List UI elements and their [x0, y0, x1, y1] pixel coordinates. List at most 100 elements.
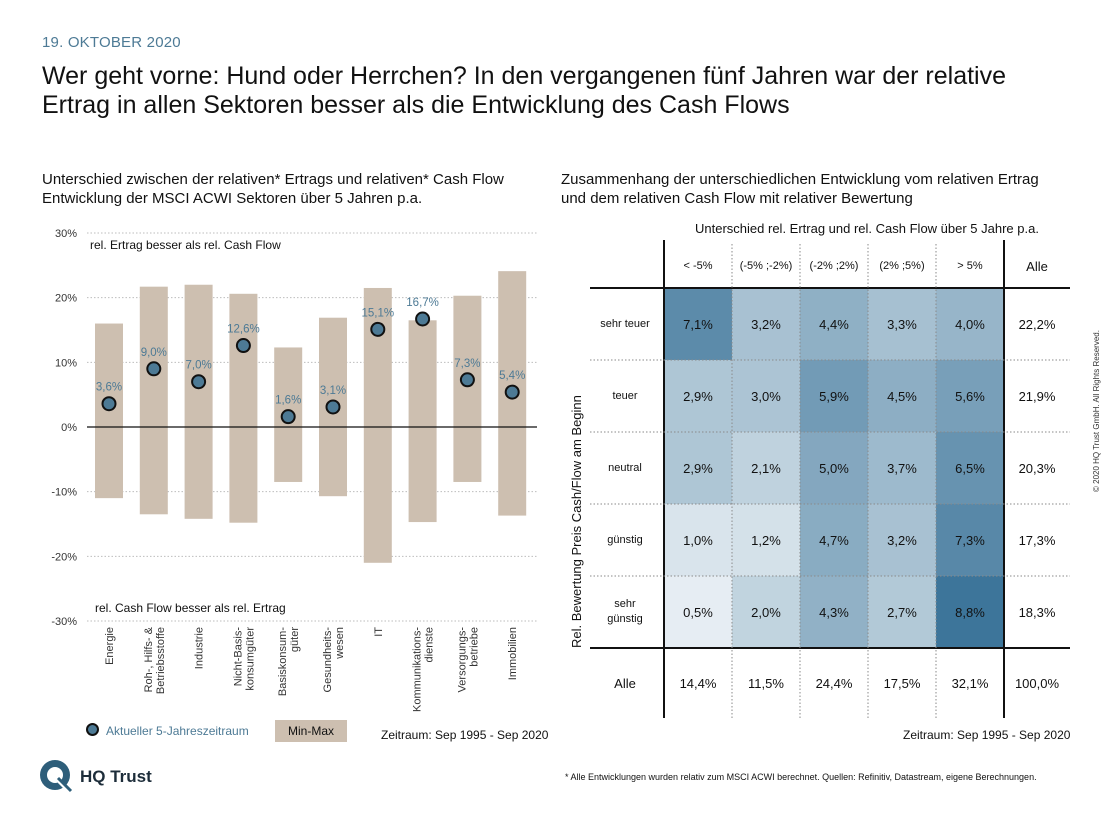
- point-value-label: 15,1%: [361, 307, 394, 319]
- heatmap-cell: 4,7%: [800, 504, 868, 576]
- page-title: Wer geht vorne: Hund oder Herrchen? In d…: [42, 62, 1007, 119]
- heatmap-cell: 2,1%: [732, 432, 800, 504]
- column-header: > 5%: [957, 260, 983, 272]
- heatmap-cell: 3,2%: [732, 288, 800, 360]
- column-header: (2% ;5%): [879, 260, 925, 272]
- range-chart-bars: [95, 271, 527, 563]
- x-tick-line: Basiskonsum-: [277, 627, 289, 696]
- current-point: [415, 311, 431, 327]
- column-total-cell: 11,5%: [748, 675, 784, 691]
- y-tick-label: -30%: [51, 616, 77, 628]
- heatmap-cell: 4,0%: [936, 288, 1004, 360]
- point-value-label: 7,0%: [185, 360, 211, 372]
- range-bar: [184, 284, 213, 519]
- current-point: [191, 374, 207, 390]
- column-total-cell: 32,1%: [951, 675, 989, 691]
- current-point: [146, 361, 162, 377]
- heatmap-cell: 7,3%: [936, 504, 1004, 576]
- copyright-text: © 2020 HQ Trust GmbH. All Rights Reserve…: [1092, 330, 1101, 492]
- column-header: (-2% ;2%): [809, 260, 859, 272]
- heatmap-cell: 2,0%: [732, 576, 800, 648]
- heatmap-cell: 2,9%: [664, 432, 732, 504]
- x-tick-label: Industrie: [194, 627, 206, 669]
- row-label: neutral: [608, 461, 642, 474]
- current-point: [101, 396, 117, 412]
- current-point: [280, 409, 296, 425]
- y-tick-label: -20%: [51, 551, 77, 563]
- left-period: Zeitraum: Sep 1995 - Sep 2020: [381, 728, 549, 742]
- row-total-cell: 22,2%: [1018, 316, 1056, 332]
- column-header: (-5% ;-2%): [739, 260, 793, 272]
- row-total-cell: 21,9%: [1018, 388, 1056, 404]
- x-tick-line: Roh-, Hilfs- &: [143, 626, 155, 692]
- current-point: [504, 384, 520, 400]
- point-value-label: 16,7%: [406, 297, 439, 309]
- hq-trust-logo-text: HQ Trust: [80, 767, 152, 786]
- x-tick-line: Gesundheits-: [322, 627, 334, 693]
- x-tick-label: Immobilien: [507, 627, 519, 680]
- heatmap-cell: 4,5%: [868, 360, 936, 432]
- legend-current-label: Aktueller 5-Jahreszeitraum: [106, 724, 249, 738]
- top-note: rel. Ertrag besser als rel. Cash Flow: [90, 238, 281, 252]
- left-chart-subtitle: Unterschied zwischen der relativen* Ertr…: [42, 171, 504, 207]
- totals-row-label: Alle: [614, 675, 636, 691]
- current-point: [235, 338, 251, 354]
- footnote: * Alle Entwicklungen wurden relativ zum …: [565, 772, 1037, 782]
- x-tick-line: IT: [373, 627, 385, 637]
- row-label: günstig: [607, 533, 643, 546]
- x-tick-line: Betriebsstoffe: [155, 627, 167, 694]
- heatmap-cell: 2,7%: [868, 576, 936, 648]
- heatmap-cell: 4,3%: [800, 576, 868, 648]
- x-tick-label: Kommunikations-dienste: [412, 627, 436, 712]
- heatmap-cell: 5,6%: [936, 360, 1004, 432]
- hq-trust-logo-icon: [40, 760, 73, 793]
- range-bar: [229, 293, 258, 523]
- range-bar: [139, 286, 168, 515]
- heatmap-cell: 0,5%: [664, 576, 732, 648]
- x-tick-line: Energie: [104, 627, 116, 665]
- heatmap-cell: 2,9%: [664, 360, 732, 432]
- current-point: [370, 321, 386, 337]
- x-tick-line: betriebe: [468, 627, 480, 667]
- x-tick-label: Nicht-Basis-konsumgüter: [232, 627, 256, 691]
- range-chart-x-ticks: Energie Roh-, Hilfs- & Betriebsstoffe Indus…: [104, 626, 519, 712]
- heatmap-y-axis-title-anchor: Rel. Bewertung Preis Cash/Flow am Beginn: [569, 395, 587, 666]
- copyright-anchor: © 2020 HQ Trust GmbH. All Rights Reserve…: [1092, 330, 1102, 502]
- heatmap-cell: 5,9%: [800, 360, 868, 432]
- point-value-label: 12,6%: [227, 324, 260, 336]
- row-label: sehr teuer: [600, 317, 650, 330]
- x-tick-line: Nicht-Basis-: [232, 627, 244, 687]
- x-tick-line: güter: [289, 627, 301, 652]
- heatmap-y-axis-title: Rel. Bewertung Preis Cash/Flow am Beginn: [569, 395, 584, 648]
- column-header: Alle: [1026, 258, 1048, 274]
- x-tick-line: Immobilien: [507, 627, 519, 680]
- column-total-cell: 24,4%: [815, 675, 853, 691]
- current-point: [459, 372, 475, 388]
- x-tick-line: Industrie: [194, 627, 206, 669]
- x-tick-line: Versorgungs-: [456, 627, 468, 693]
- column-total-cell: 14,4%: [679, 675, 717, 691]
- y-tick-label: -10%: [51, 487, 77, 499]
- row-label: sehr günstig: [607, 598, 643, 625]
- column-total-cell: 17,5%: [883, 675, 921, 691]
- heatmap-cell: 3,2%: [868, 504, 936, 576]
- column-header: < -5%: [683, 260, 713, 272]
- x-tick-line: konsumgüter: [244, 627, 256, 691]
- heatmap-cell: 3,7%: [868, 432, 936, 504]
- legend-current-marker: [86, 723, 99, 736]
- column-total-cell: 100,0%: [1014, 675, 1060, 691]
- heatmap-cell: 4,4%: [800, 288, 868, 360]
- x-tick-line: Kommunikations-: [412, 627, 424, 712]
- x-tick-label: Energie: [104, 627, 116, 665]
- heatmap-cell: 3,0%: [732, 360, 800, 432]
- row-total-cell: 17,3%: [1018, 532, 1056, 548]
- right-period: Zeitraum: Sep 1995 - Sep 2020: [903, 728, 1071, 742]
- y-tick-label: 20%: [55, 293, 77, 305]
- point-value-label: 3,6%: [96, 382, 122, 394]
- point-value-label: 7,3%: [454, 358, 480, 370]
- point-value-label: 3,1%: [320, 385, 346, 397]
- heatmap-cell: 5,0%: [800, 432, 868, 504]
- row-label: teuer: [612, 389, 638, 402]
- right-chart-subtitle: Zusammenhang der unterschiedlichen Entwi…: [561, 171, 1039, 207]
- heatmap-cell: 3,3%: [868, 288, 936, 360]
